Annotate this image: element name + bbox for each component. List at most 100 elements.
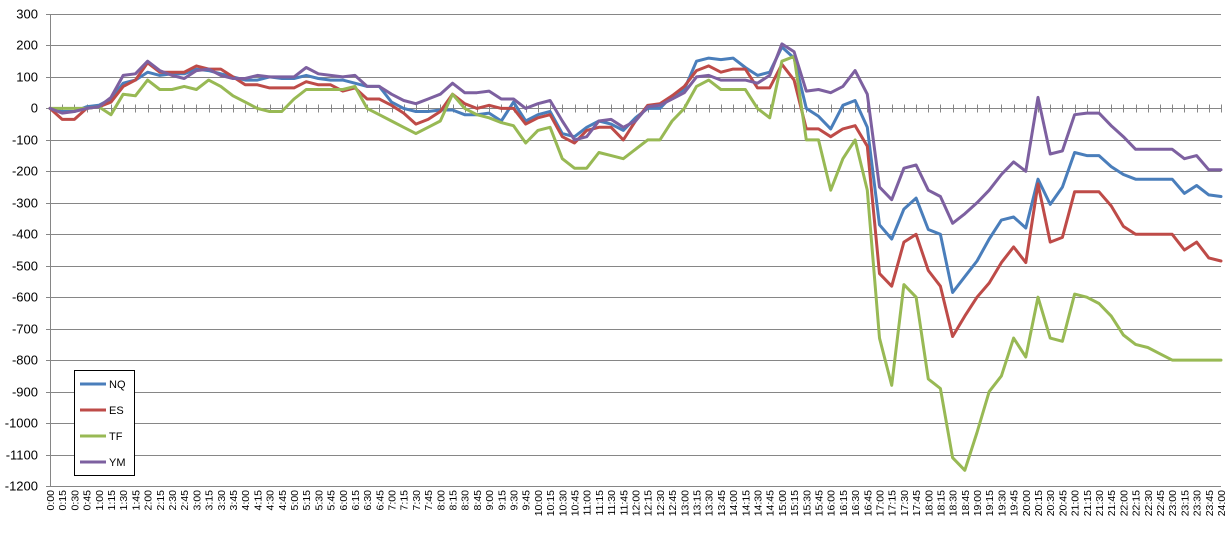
- x-tick-label: 22:45: [1155, 490, 1167, 516]
- x-tick-label: 6:00: [338, 490, 350, 511]
- x-tick-label: 23:30: [1192, 490, 1204, 516]
- x-tick-label: 17:45: [911, 490, 923, 516]
- x-tick-label: 23:00: [1167, 490, 1179, 516]
- x-tick-label: 17:15: [887, 490, 899, 516]
- x-tick-label: 3:15: [204, 490, 216, 511]
- x-tick-label: 16:00: [826, 490, 838, 516]
- y-tick-label: -700: [12, 322, 38, 337]
- x-tick-label: 1:30: [118, 490, 130, 511]
- x-tick-label: 16:15: [838, 490, 850, 516]
- x-tick-label: 14:45: [765, 490, 777, 516]
- x-tick-label: 6:15: [350, 490, 362, 511]
- x-tick-label: 22:00: [1118, 490, 1130, 516]
- x-tick-label: 12:30: [655, 490, 667, 516]
- series-line-tf: [48, 55, 1223, 472]
- x-tick-label: 21:45: [1106, 490, 1118, 516]
- y-tick-label: -200: [12, 164, 38, 179]
- x-tick-label: 8:45: [472, 490, 484, 511]
- gridlines: [50, 14, 1221, 487]
- x-tick-label: 23:15: [1179, 490, 1191, 516]
- x-axis-tick-labels: 0:00 0:15 0:30 0:45 1:00 1:15 1:30 1:45 2:00 2:15…: [45, 490, 1228, 516]
- x-tick-label: 6:30: [362, 490, 374, 511]
- x-tick-label: 10:45: [570, 490, 582, 516]
- x-tick-label: 19:15: [984, 490, 996, 516]
- x-tick-label: 4:00: [240, 490, 252, 511]
- x-tick-label: 13:15: [691, 490, 703, 516]
- legend: NQ ES TF YM: [74, 370, 135, 476]
- x-tick-label: 18:15: [935, 490, 947, 516]
- x-tick-label: 16:45: [862, 490, 874, 516]
- legend-label-es: ES: [109, 405, 124, 417]
- x-tick-label: 11:15: [594, 490, 606, 516]
- x-tick-label: 16:30: [850, 490, 862, 516]
- x-tick-label: 15:15: [789, 490, 801, 516]
- x-tick-label: 17:30: [899, 490, 911, 516]
- x-tick-label: 4:15: [252, 490, 264, 511]
- x-tick-label: 21:15: [1082, 490, 1094, 516]
- series-line-nq: [48, 45, 1223, 294]
- y-tick-label: -800: [12, 353, 38, 368]
- x-tick-label: 2:15: [155, 490, 167, 511]
- x-tick-label: 11:00: [582, 490, 594, 516]
- x-tick-label: 15:00: [777, 490, 789, 516]
- x-tick-label: 1:45: [130, 490, 142, 511]
- x-tick-label: 19:30: [996, 490, 1008, 516]
- x-tick-label: 4:30: [265, 490, 277, 511]
- x-tick-label: 0:30: [69, 490, 81, 511]
- x-tick-label: 8:15: [448, 490, 460, 511]
- x-tick-label: 20:15: [1033, 490, 1045, 516]
- y-tick-label: 300: [16, 7, 38, 22]
- x-tick-label: 5:15: [301, 490, 313, 511]
- series-lines: [48, 42, 1223, 472]
- x-tick-label: 2:45: [179, 490, 191, 511]
- x-tick-label: 0:00: [45, 490, 57, 511]
- x-tick-label: 22:30: [1143, 490, 1155, 516]
- axes: [46, 14, 1222, 487]
- x-tick-label: 19:45: [1009, 490, 1021, 516]
- x-tick-label: 12:45: [667, 490, 679, 516]
- x-tick-label: 17:00: [874, 490, 886, 516]
- x-tick-label: 18:45: [960, 490, 972, 516]
- x-tick-label: 10:30: [557, 490, 569, 516]
- legend-box: [74, 370, 135, 476]
- y-tick-label: -600: [12, 290, 38, 305]
- y-tick-label: 200: [16, 38, 38, 53]
- series-line-es: [48, 61, 1223, 338]
- x-tick-label: 13:30: [704, 490, 716, 516]
- x-tick-label: 8:00: [435, 490, 447, 511]
- x-tick-label: 24:00: [1216, 490, 1228, 516]
- x-tick-label: 21:00: [1070, 490, 1082, 516]
- x-tick-label: 14:15: [740, 490, 752, 516]
- legend-label-tf: TF: [109, 431, 123, 443]
- x-tick-label: 18:00: [923, 490, 935, 516]
- x-tick-label: 3:30: [216, 490, 228, 511]
- x-tick-label: 20:00: [1021, 490, 1033, 516]
- x-tick-label: 9:15: [496, 490, 508, 511]
- y-tick-label: 0: [31, 101, 38, 116]
- x-tick-label: 13:00: [679, 490, 691, 516]
- x-tick-label: 11:30: [606, 490, 618, 516]
- x-tick-label: 9:30: [509, 490, 521, 511]
- x-tick-label: 8:30: [460, 490, 472, 511]
- legend-label-ym: YM: [109, 457, 126, 469]
- x-tick-label: 4:45: [277, 490, 289, 511]
- x-tick-label: 3:00: [191, 490, 203, 511]
- x-tick-label: 7:15: [399, 490, 411, 511]
- x-tick-label: 0:15: [57, 490, 69, 511]
- x-tick-label: 21:30: [1094, 490, 1106, 516]
- x-tick-label: 19:00: [972, 490, 984, 516]
- x-tick-label: 3:45: [228, 490, 240, 511]
- y-tick-label: -1000: [5, 416, 38, 431]
- x-tick-label: 5:00: [289, 490, 301, 511]
- x-tick-label: 14:00: [728, 490, 740, 516]
- x-tick-label: 10:15: [545, 490, 557, 516]
- legend-label-nq: NQ: [109, 379, 126, 391]
- y-tick-label: -300: [12, 196, 38, 211]
- x-tick-label: 7:45: [423, 490, 435, 511]
- x-tick-label: 6:45: [374, 490, 386, 511]
- x-tick-label: 14:30: [752, 490, 764, 516]
- x-tick-label: 22:15: [1131, 490, 1143, 516]
- x-tick-label: 1:00: [94, 490, 106, 511]
